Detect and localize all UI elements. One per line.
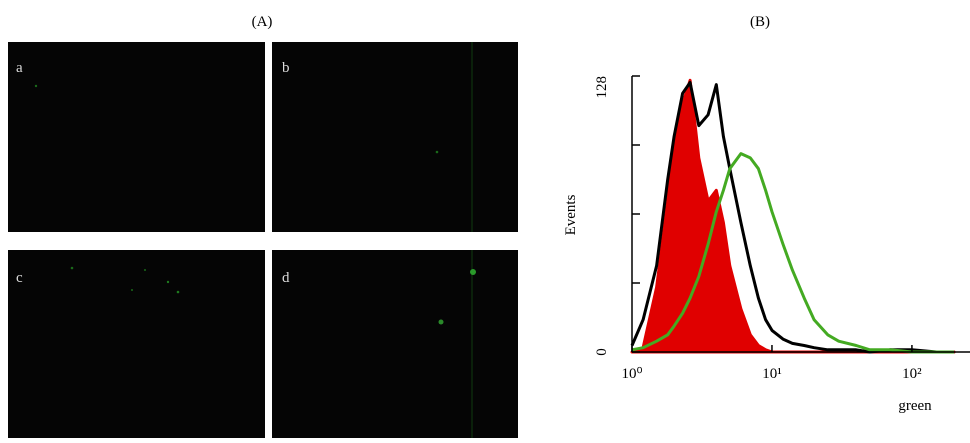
y-axis-label: Events <box>563 194 579 235</box>
image-label: d <box>282 270 290 286</box>
histogram-line <box>630 81 955 354</box>
x-tick-label: 10¹ <box>762 366 782 382</box>
chart-title: (B) <box>750 14 770 30</box>
image-d: d <box>272 250 518 438</box>
histogram-line <box>631 152 955 354</box>
image-label: b <box>282 60 290 76</box>
image-c: c <box>8 250 265 438</box>
plot: 0 128 10⁰ 10¹ 10² <box>594 75 970 382</box>
histogram-line <box>630 78 956 354</box>
x-tick-label: 10² <box>902 366 922 382</box>
image-a: a <box>8 42 265 232</box>
x-tick-label: 10⁰ <box>621 366 642 382</box>
x-axis-label: green <box>898 398 932 414</box>
y-tick-label: 0 <box>594 348 610 356</box>
image-b: b <box>272 42 518 232</box>
y-tick-label: 128 <box>594 76 610 99</box>
image-label: a <box>16 60 23 76</box>
panel-title: (A) <box>252 14 273 30</box>
image-label: c <box>16 270 23 286</box>
